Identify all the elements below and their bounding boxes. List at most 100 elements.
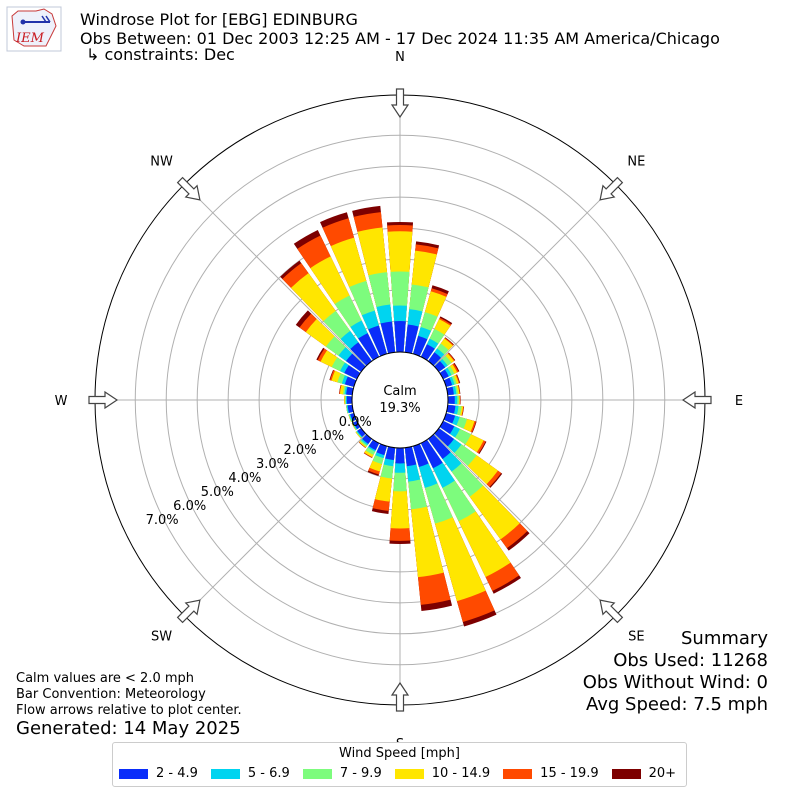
rose-bar-segment <box>385 446 396 461</box>
rose-bar-segment <box>350 413 357 422</box>
legend-item: 7 - 9.9 <box>302 766 382 781</box>
legend: Wind Speed [mph] 2 - 4.9 5 - 6.9 7 - 9.9… <box>112 742 687 787</box>
bars-layer <box>280 205 530 627</box>
calm-circle <box>351 351 449 449</box>
rose-bar-segment <box>404 324 419 354</box>
rose-bar-segment <box>443 413 456 424</box>
flow-arrow <box>599 176 624 201</box>
flow-arrow <box>176 176 201 201</box>
rose-bar-segment <box>394 321 406 353</box>
grid-spoke <box>433 433 617 617</box>
flow-arrow <box>88 390 119 410</box>
rose-bar-segment <box>428 352 442 366</box>
flow-arrow-icon <box>599 176 624 201</box>
flow-arrow-icon <box>176 176 201 201</box>
legend-item: 5 - 6.9 <box>210 766 290 781</box>
radial-tick-label: 7.0% <box>146 513 179 528</box>
obs-used: Obs Used: 11268 <box>613 650 768 671</box>
rose-bar-segment <box>395 447 405 464</box>
rose-bar-segment <box>344 376 357 387</box>
legend-item: 2 - 4.9 <box>119 766 198 781</box>
flow-arrow <box>599 599 624 624</box>
avg-speed: Avg Speed: 7.5 mph <box>586 694 768 715</box>
radial-tick-label: 4.0% <box>228 471 261 486</box>
rose-bar-segment <box>358 333 380 361</box>
obs-without-wind: Obs Without Wind: 0 <box>582 672 768 693</box>
rose-bar-segment <box>413 335 428 357</box>
flow-arrow-icon <box>681 390 712 410</box>
direction-label: N <box>395 50 405 65</box>
legend-item: 15 - 19.9 <box>503 766 599 781</box>
radial-tick-label: 2.0% <box>284 443 317 458</box>
flow-arrow <box>681 390 712 410</box>
legend-swatch <box>503 768 533 779</box>
rose-bar-segment <box>434 428 454 447</box>
flow-arrow <box>390 681 410 712</box>
legend-items: 2 - 4.9 5 - 6.9 7 - 9.9 10 - 14.9 15 - 1… <box>119 766 689 781</box>
chart-title: Windrose Plot for [EBG] EDINBURG <box>80 10 358 29</box>
legend-label: 5 - 6.9 <box>247 766 290 781</box>
radial-tick-label: 3.0% <box>256 457 289 472</box>
rose-bar-segment <box>346 386 354 396</box>
rose-bar-segment <box>447 395 455 405</box>
radial-tick-label: 0.0% <box>339 415 372 430</box>
rose-bar-segment <box>420 344 435 361</box>
legend-label: 20+ <box>648 766 677 781</box>
legend-title: Wind Speed [mph] <box>339 746 460 761</box>
direction-label: W <box>55 394 68 409</box>
radial-tick-label: 1.0% <box>311 429 344 444</box>
flow-arrow-icon <box>390 681 410 712</box>
calm-value: 19.3% <box>379 401 420 416</box>
legend-item: 20+ <box>611 766 677 781</box>
legend-swatch <box>119 768 148 779</box>
iem-logo: IEM <box>6 6 62 52</box>
rose-bar-segment <box>439 369 449 380</box>
legend-item: 10 - 14.9 <box>394 766 491 781</box>
rose-bar-segment <box>350 342 372 366</box>
rose-bar-segment <box>346 353 366 372</box>
logo-text: IEM <box>15 31 45 46</box>
rose-bar-segment <box>353 420 361 430</box>
calm-note: Calm values are < 2.0 mph <box>16 671 195 686</box>
constraints-text: ↳ constraints: Dec <box>86 45 235 64</box>
rose-bar-segment <box>446 386 454 396</box>
generated-date: Generated: 14 May 2025 <box>16 718 241 739</box>
legend-label: 7 - 9.9 <box>339 766 382 781</box>
radial-tick-label: 6.0% <box>173 499 206 514</box>
rose-bar-segment <box>428 434 451 460</box>
rose-bar-segment <box>404 446 417 467</box>
grid-spoke <box>183 433 367 617</box>
legend-swatch <box>611 768 641 779</box>
rose-bar-segment <box>368 325 387 357</box>
calm-label: Calm <box>383 384 416 399</box>
summary-heading: Summary <box>681 628 768 649</box>
flow-arrow-icon <box>176 599 201 624</box>
rose-bar-segment <box>362 434 372 444</box>
rose-bar-segment <box>380 321 396 354</box>
summary-block: Summary Obs Used: 11268 Obs Without Wind… <box>583 628 768 716</box>
legend-swatch <box>394 768 424 779</box>
direction-label: NE <box>627 155 645 170</box>
legend-label: 15 - 19.9 <box>540 766 599 781</box>
rose-bar-segment <box>420 439 443 469</box>
flow-arrow <box>176 599 201 624</box>
grid-spoke <box>433 183 617 367</box>
legend-label: 2 - 4.9 <box>156 766 198 781</box>
flow-arrows-note: Flow arrows relative to plot center. <box>16 703 242 718</box>
rose-bar-segment <box>344 365 361 380</box>
legend-swatch <box>210 768 240 779</box>
rose-bar-segment <box>439 420 455 434</box>
direction-label: SE <box>628 629 644 644</box>
flow-arrow <box>390 88 410 119</box>
rose-bar-segment <box>346 396 353 404</box>
direction-label: SW <box>151 629 172 644</box>
direction-label: NW <box>150 155 173 170</box>
legend-label: 10 - 14.9 <box>431 766 491 781</box>
grid-spoke <box>183 183 367 367</box>
bar-convention-note: Bar Convention: Meteorology <box>16 687 206 702</box>
rose-bar-segment <box>376 443 387 456</box>
rose-bar-segment <box>357 428 366 437</box>
overlay-layer: Calm 19.3% <box>351 351 449 449</box>
flow-arrow-icon <box>88 390 119 410</box>
